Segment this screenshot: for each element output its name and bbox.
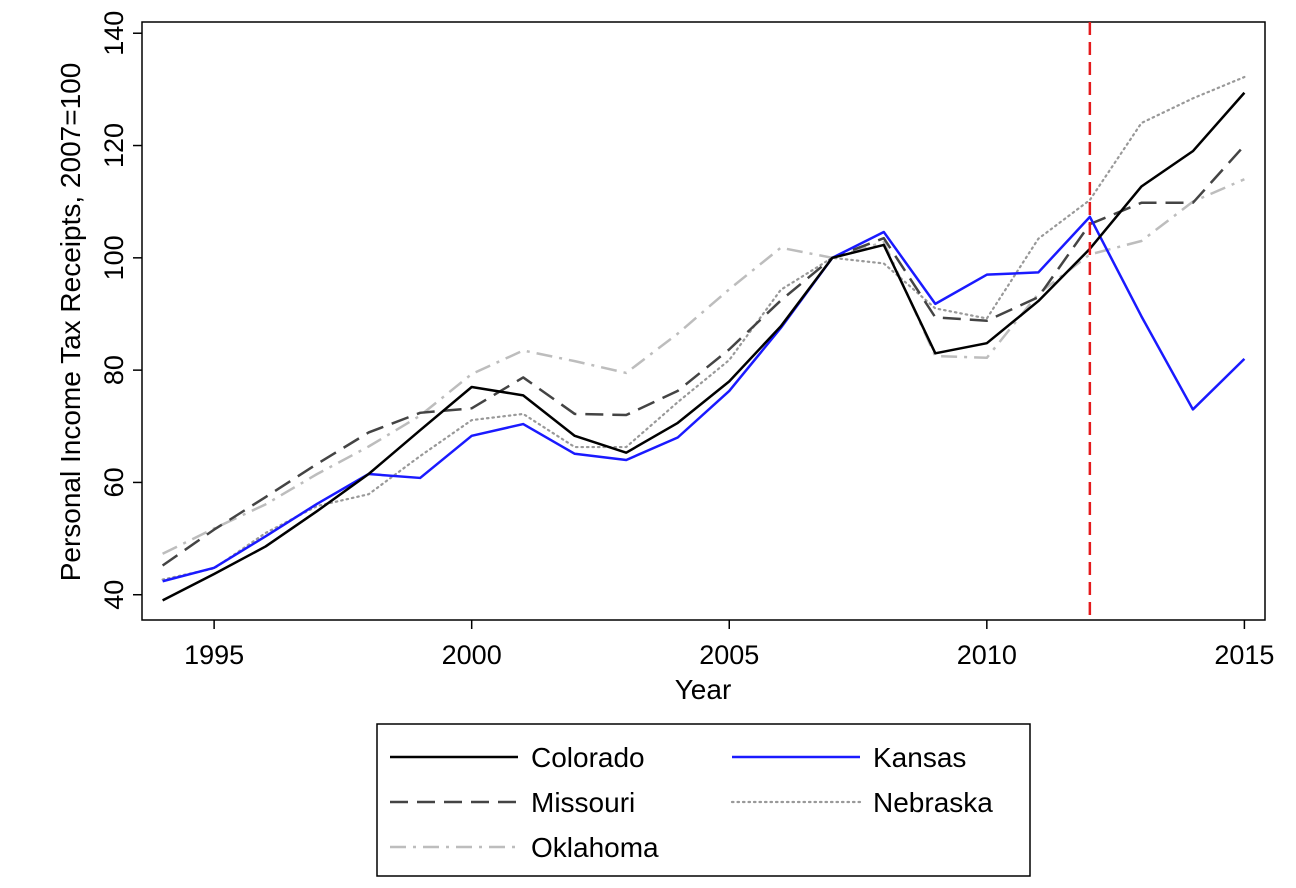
series-line-colorado: [162, 91, 1246, 602]
x-tick-label: 1995: [184, 640, 244, 670]
series-layer: [161, 75, 1246, 602]
plot-area-frame: [141, 21, 1266, 621]
series-line-oklahoma: [162, 178, 1245, 555]
series-line-nebraska: [161, 75, 1246, 581]
series-line-missouri: [161, 144, 1246, 567]
series-line-kansas: [162, 215, 1246, 583]
y-tick-label: 80: [99, 355, 129, 385]
y-axis: 40 60 80 100 120 140: [99, 11, 142, 610]
x-tick-label: 2005: [699, 640, 759, 670]
y-axis-label: Personal Income Tax Receipts, 2007=100: [55, 63, 86, 582]
legend-label-colorado: Colorado: [531, 742, 645, 773]
x-tick-label: 2000: [442, 640, 502, 670]
x-axis: 1995 2000 2005 2010 2015: [184, 620, 1274, 670]
legend-box: [376, 723, 1031, 877]
legend-label-missouri: Missouri: [531, 787, 635, 818]
legend-label-nebraska: Nebraska: [873, 787, 993, 818]
y-tick-label: 100: [99, 235, 129, 280]
legend-label-oklahoma: Oklahoma: [531, 832, 659, 863]
y-tick-label: 140: [99, 11, 129, 56]
x-tick-label: 2010: [957, 640, 1017, 670]
y-tick-label: 60: [99, 467, 129, 497]
y-tick-label: 40: [99, 580, 129, 610]
legend: Colorado Kansas Missouri Nebraska Oklahoma: [376, 723, 1031, 877]
y-tick-label: 120: [99, 123, 129, 168]
legend-label-kansas: Kansas: [873, 742, 966, 773]
x-axis-label: Year: [675, 674, 732, 705]
x-tick-label: 2015: [1214, 640, 1274, 670]
